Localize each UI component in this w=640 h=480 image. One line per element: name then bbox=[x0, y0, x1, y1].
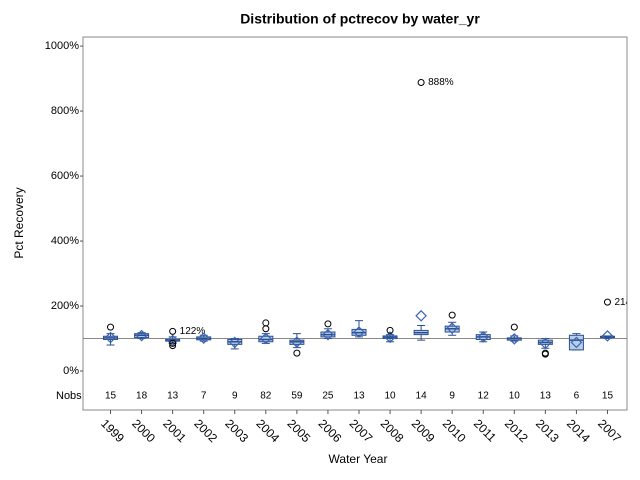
mean-marker bbox=[601, 330, 614, 342]
x-tick-label: 2004 bbox=[253, 416, 282, 445]
x-tick-label: 2007 bbox=[347, 416, 376, 445]
mean-marker bbox=[291, 336, 303, 348]
x-tick-label: 2011 bbox=[471, 416, 499, 444]
nobs-value: 15 bbox=[602, 391, 614, 402]
outlier-label: 888% bbox=[428, 77, 454, 88]
y-tick-label: 1000% bbox=[45, 40, 79, 52]
x-tick-label: 2010 bbox=[440, 416, 469, 445]
outlier bbox=[603, 298, 611, 306]
nobs-value: 18 bbox=[136, 391, 148, 402]
y-axis-label: Pct Recovery bbox=[12, 187, 26, 258]
x-tick-label: 2013 bbox=[533, 416, 562, 445]
x-tick-label: 2003 bbox=[222, 416, 251, 445]
nobs-value: 13 bbox=[353, 391, 365, 402]
nobs-value: 6 bbox=[574, 391, 580, 402]
outlier bbox=[324, 320, 332, 328]
mean-marker bbox=[539, 337, 552, 350]
mean-marker bbox=[228, 336, 241, 349]
mean-marker bbox=[477, 331, 490, 343]
outlier bbox=[262, 319, 270, 327]
mean-marker bbox=[570, 336, 583, 349]
outlier bbox=[448, 311, 456, 319]
y-tick-label: 0% bbox=[63, 365, 79, 377]
mean-marker bbox=[353, 326, 365, 338]
x-tick-label: 1999 bbox=[98, 416, 127, 445]
mean-marker bbox=[166, 334, 179, 347]
chart-title: Distribution of pctrecov by water_yr bbox=[240, 11, 480, 27]
mean-marker bbox=[197, 332, 210, 345]
nobs-value: 7 bbox=[201, 391, 207, 402]
outlier bbox=[107, 323, 115, 331]
outlier bbox=[262, 325, 270, 333]
nobs-value: 12 bbox=[478, 391, 490, 402]
outlier-label: 122% bbox=[180, 326, 206, 337]
mean-marker bbox=[415, 309, 427, 322]
nobs-value: 14 bbox=[416, 391, 428, 402]
x-tick-label: 2007 bbox=[595, 416, 624, 445]
x-tick-label: 2000 bbox=[129, 416, 158, 445]
outlier bbox=[169, 339, 177, 347]
nobs-value: 9 bbox=[232, 391, 238, 402]
x-tick-label: 2006 bbox=[316, 416, 345, 445]
x-tick-label: 2014 bbox=[564, 416, 593, 445]
nobs-value: 82 bbox=[260, 391, 272, 402]
mean-marker bbox=[446, 322, 459, 334]
outlier bbox=[169, 342, 177, 350]
mean-marker bbox=[259, 332, 272, 345]
mean-marker bbox=[135, 329, 148, 342]
x-tick-label: 2009 bbox=[409, 416, 438, 445]
nobs-label: Nobs bbox=[56, 390, 82, 402]
x-tick-label: 2012 bbox=[502, 416, 531, 445]
y-tick-label: 400% bbox=[51, 235, 79, 247]
x-tick-label: 2005 bbox=[285, 416, 314, 445]
y-tick-label: 800% bbox=[51, 105, 79, 117]
plot-frame bbox=[82, 36, 628, 411]
nobs-value: 10 bbox=[384, 391, 396, 402]
x-tick-label: 2001 bbox=[160, 416, 189, 445]
nobs-value: 10 bbox=[509, 391, 521, 402]
outlier bbox=[386, 326, 394, 334]
mean-marker bbox=[508, 332, 521, 345]
y-tick-label: 600% bbox=[51, 170, 79, 182]
nobs-value: 9 bbox=[449, 391, 455, 402]
plot-area: 122% 888% 214% bbox=[83, 77, 640, 358]
outlier-label: 214% bbox=[614, 297, 640, 308]
outlier bbox=[293, 349, 301, 357]
y-tick-label: 200% bbox=[51, 300, 79, 312]
x-axis-label: Water Year bbox=[329, 452, 388, 466]
mean-marker bbox=[104, 331, 117, 344]
outlier bbox=[169, 327, 177, 335]
mean-marker bbox=[384, 331, 396, 344]
nobs-value: 15 bbox=[105, 391, 117, 402]
nobs-value: 13 bbox=[167, 391, 179, 402]
outlier bbox=[541, 349, 549, 357]
nobs-value: 59 bbox=[291, 391, 303, 402]
x-tick-label: 2002 bbox=[191, 416, 220, 445]
box bbox=[568, 334, 584, 351]
outlier bbox=[510, 323, 518, 331]
outlier bbox=[417, 78, 425, 86]
x-tick-label: 2008 bbox=[378, 416, 407, 445]
mean-marker bbox=[322, 328, 334, 341]
nobs-value: 13 bbox=[540, 391, 552, 402]
nobs-value: 25 bbox=[322, 391, 334, 402]
